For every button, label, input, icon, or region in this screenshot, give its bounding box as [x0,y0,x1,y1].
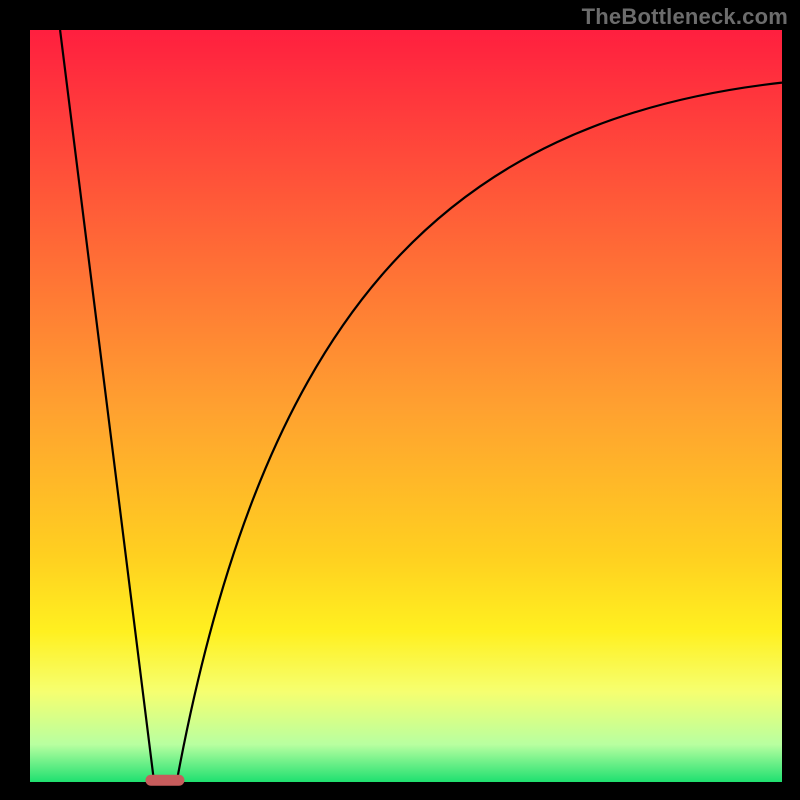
chart-frame [0,0,800,800]
watermark-text: TheBottleneck.com [582,4,788,30]
curve-layer [30,30,782,782]
plot-area [30,30,782,782]
left-line [60,30,154,782]
right-curve [177,83,782,782]
vertex-marker [146,775,185,786]
